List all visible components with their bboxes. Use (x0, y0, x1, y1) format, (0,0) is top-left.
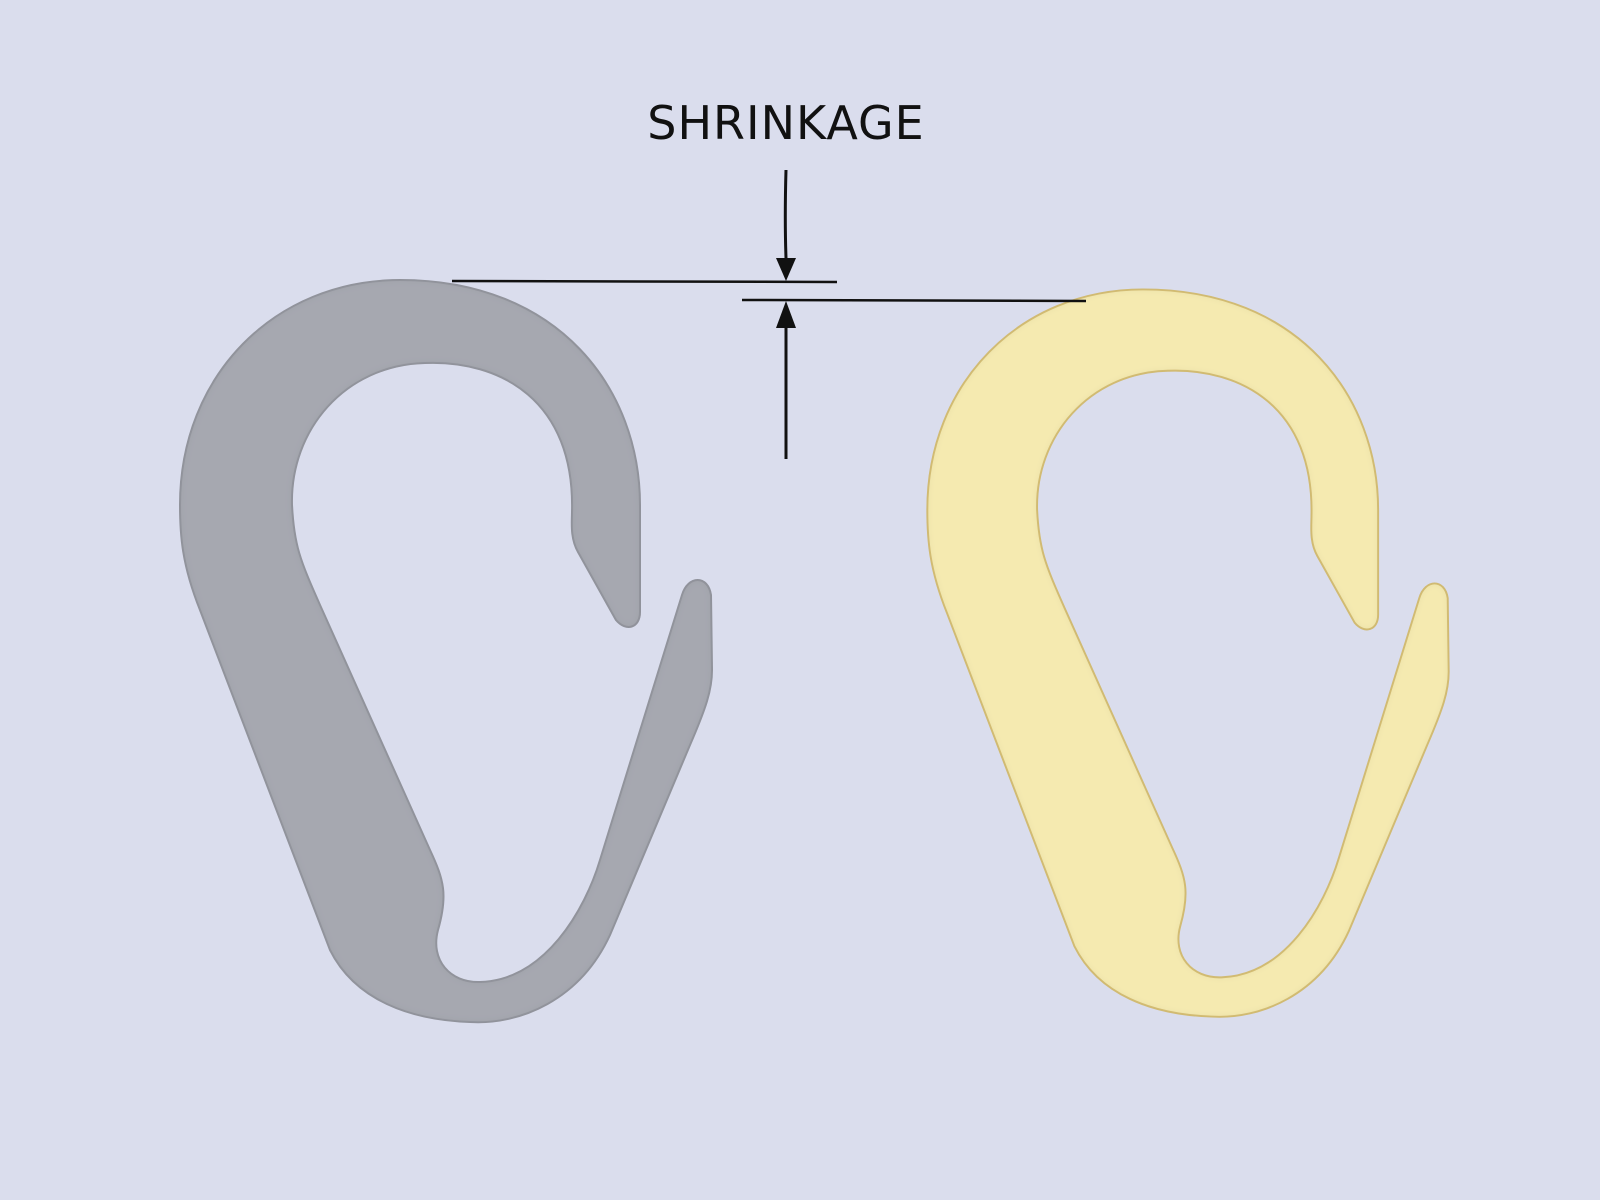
shrunk-clip (926, 288, 1450, 1018)
upper-dimension-shaft (783, 169, 788, 259)
up-arrowhead-icon (776, 301, 796, 328)
original-clip (179, 279, 713, 1024)
down-arrowhead-icon (776, 258, 796, 281)
shrunk-top-reference-line (741, 298, 1087, 303)
original-top-reference-line (451, 279, 838, 284)
shrinkage-label: SHRINKAGE (647, 96, 924, 150)
shrinkage-dimension: SHRINKAGE (451, 96, 1087, 459)
